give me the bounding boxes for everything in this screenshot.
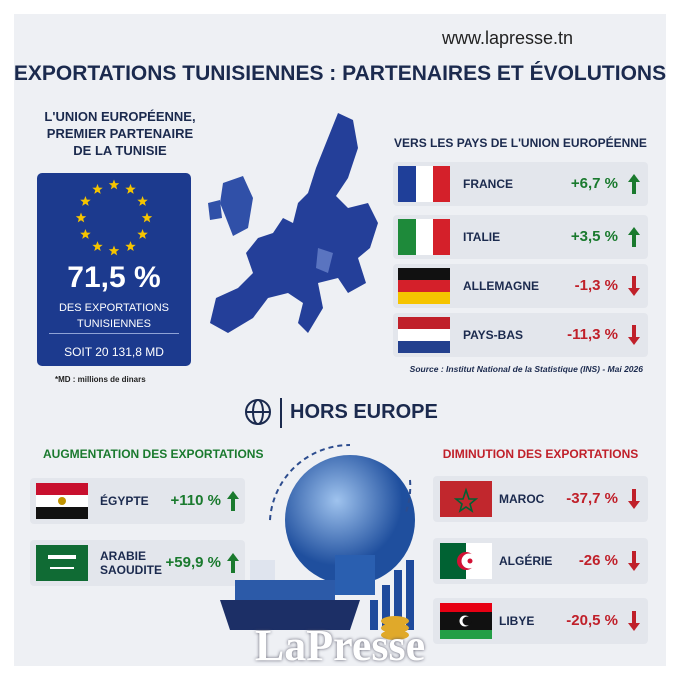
country-row: ALGÉRIE -26 % (433, 538, 648, 584)
country: FRANCE (463, 177, 513, 191)
outside-heading: HORS EUROPE (290, 401, 438, 423)
eu-share-label: DES EXPORTATIONS TUNISIENNES (37, 300, 191, 332)
change: -20,5 % (566, 612, 618, 629)
source: Source : Institut National de la Statist… (409, 364, 643, 374)
eu-box: 71,5 % DES EXPORTATIONS TUNISIENNES SOIT… (37, 173, 191, 366)
country-row: LIBYE -20,5 % (433, 598, 648, 644)
country-row: MAROC -37,7 % (433, 476, 648, 522)
country: MAROC (499, 492, 545, 506)
country-row: PAYS-BAS -11,3 % (393, 313, 648, 357)
change: +110 % (170, 492, 221, 509)
country: ÉGYPTE (100, 494, 149, 508)
logo: LaPresse (254, 621, 426, 670)
flag (398, 317, 450, 353)
arrow-up (628, 227, 640, 247)
arrow-down (628, 325, 640, 345)
heading-line: PREMIER PARTENAIRE (46, 126, 194, 141)
country: ITALIE (463, 230, 501, 244)
europe-map (208, 113, 378, 333)
heading-line: L'UNION EUROPÉENNE, (44, 109, 196, 124)
country-row: ARABIE SAOUDITE +59,9 % (30, 540, 245, 586)
country: ALLEMAGNE (463, 279, 539, 293)
arrow-down (628, 611, 640, 631)
country: ALGÉRIE (499, 554, 553, 568)
heading-line: DE LA TUNISIE (73, 143, 167, 158)
site-url: www.lapresse.tn (442, 28, 574, 48)
flag (398, 219, 450, 255)
flag (398, 268, 450, 304)
change: -1,3 % (574, 277, 618, 294)
flag (36, 545, 88, 581)
decrease-heading: DIMINUTION DES EXPORTATIONS (442, 447, 639, 461)
country: ARABIE SAOUDITE (100, 549, 162, 577)
arrow-down (628, 489, 640, 509)
change: -11,3 % (567, 326, 618, 343)
arrow-up (628, 174, 640, 194)
country-row: FRANCE +6,7 % (393, 162, 648, 206)
arrow-up (227, 553, 239, 573)
change: -37,7 % (566, 490, 618, 507)
country-row: ALLEMAGNE -1,3 % (393, 264, 648, 308)
flag (440, 543, 492, 579)
divider (49, 333, 179, 334)
illustration (220, 443, 415, 640)
eu-total: SOIT 20 131,8 MD (64, 345, 164, 359)
eu-share: 71,5 % (67, 261, 161, 294)
label-line: DES EXPORTATIONS (58, 302, 170, 314)
country-row: ÉGYPTE +110 % (30, 478, 245, 524)
change: -26 % (578, 552, 618, 569)
flag (440, 603, 492, 639)
eu-heading: L'UNION EUROPÉENNE, PREMIER PARTENAIRE D… (20, 108, 220, 159)
footnote: *MD : millions de dinars (55, 375, 146, 384)
change: +3,5 % (570, 228, 618, 245)
country-line: ARABIE (100, 549, 147, 563)
globe-icon (245, 399, 271, 425)
arrow-down (628, 551, 640, 571)
divider (280, 398, 282, 428)
country-line: SAOUDITE (100, 563, 163, 577)
country: LIBYE (499, 614, 535, 628)
eu-stars (75, 179, 153, 256)
country: PAYS-BAS (463, 328, 524, 342)
change: +59,9 % (165, 554, 221, 571)
label-line: TUNISIENNES (77, 318, 151, 330)
change: +6,7 % (570, 175, 618, 192)
country-row: ITALIE +3,5 % (393, 215, 648, 259)
title: EXPORTATIONS TUNISIENNES : PARTENAIRES E… (13, 62, 667, 85)
increase-heading: AUGMENTATION DES EXPORTATIONS (43, 447, 264, 461)
arrow-up (227, 491, 239, 511)
flag (440, 481, 492, 517)
partners-heading: VERS LES PAYS DE L'UNION EUROPÉENNE (394, 136, 647, 150)
arrow-down (628, 276, 640, 296)
flag (398, 166, 450, 202)
flag (36, 483, 88, 519)
